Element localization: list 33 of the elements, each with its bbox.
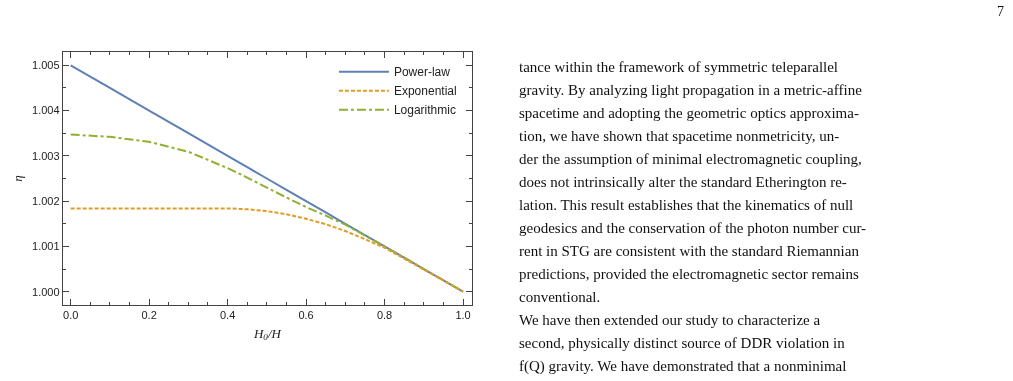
y-axis-title: η	[10, 175, 26, 182]
text: der the assumption of minimal electromagnetic coupling,	[519, 151, 862, 167]
text: rent in STG are consistent with the standard Riemannian	[519, 243, 860, 259]
text: conventional.	[519, 289, 601, 305]
x-tick-label: 1.0	[455, 309, 471, 321]
text: We have then extended our study to characterize a	[519, 312, 821, 328]
legend-label: Power-law	[393, 65, 451, 80]
x-tick-label: 0.2	[141, 309, 157, 321]
x-tick-label: 0.8	[376, 309, 393, 321]
x-axis-title: H$_{0}$/H	[252, 325, 282, 343]
x-tick-label: 0.4	[219, 309, 236, 321]
text: gravity. By analyzing light propagation in a metric-affine	[519, 82, 863, 98]
x-tick-label: 0.6	[298, 309, 314, 321]
text: geodesics and the conservation of the photon number cur-	[519, 220, 867, 236]
legend-label: Exponential	[393, 84, 457, 99]
x-tick-label: 0.0	[63, 309, 79, 321]
y-tick-label: 1.003	[32, 149, 60, 162]
line-series	[69, 207, 465, 293]
text: tion, we have shown that spacetime nonmetricity, un-	[519, 128, 840, 144]
text: f(Q) gravity. We have demonstrated that a nonminimal	[519, 358, 847, 375]
y-tick-label: 1.004	[32, 104, 60, 117]
legend-label: Logarithmic	[393, 103, 456, 118]
y-tick-label: 1.002	[32, 194, 60, 207]
text: does not intrinsically alter the standard Etherington re-	[519, 174, 847, 190]
text: 7	[997, 4, 1004, 19]
text: spacetime and adopting the geometric optics approxima-	[519, 105, 859, 121]
y-tick-label: 1.005	[32, 59, 60, 72]
text: second, physically distinct source of DDR violation in	[519, 335, 846, 351]
text: lation. This result establishes that the kinematics of null	[519, 197, 854, 213]
y-tick-label: 1.000	[32, 285, 60, 298]
text: predictions, provided the electromagnetic sector remains	[519, 266, 860, 282]
text: tance within the framework of symmetric teleparallel	[519, 59, 839, 75]
y-tick-label: 1.001	[32, 240, 60, 253]
